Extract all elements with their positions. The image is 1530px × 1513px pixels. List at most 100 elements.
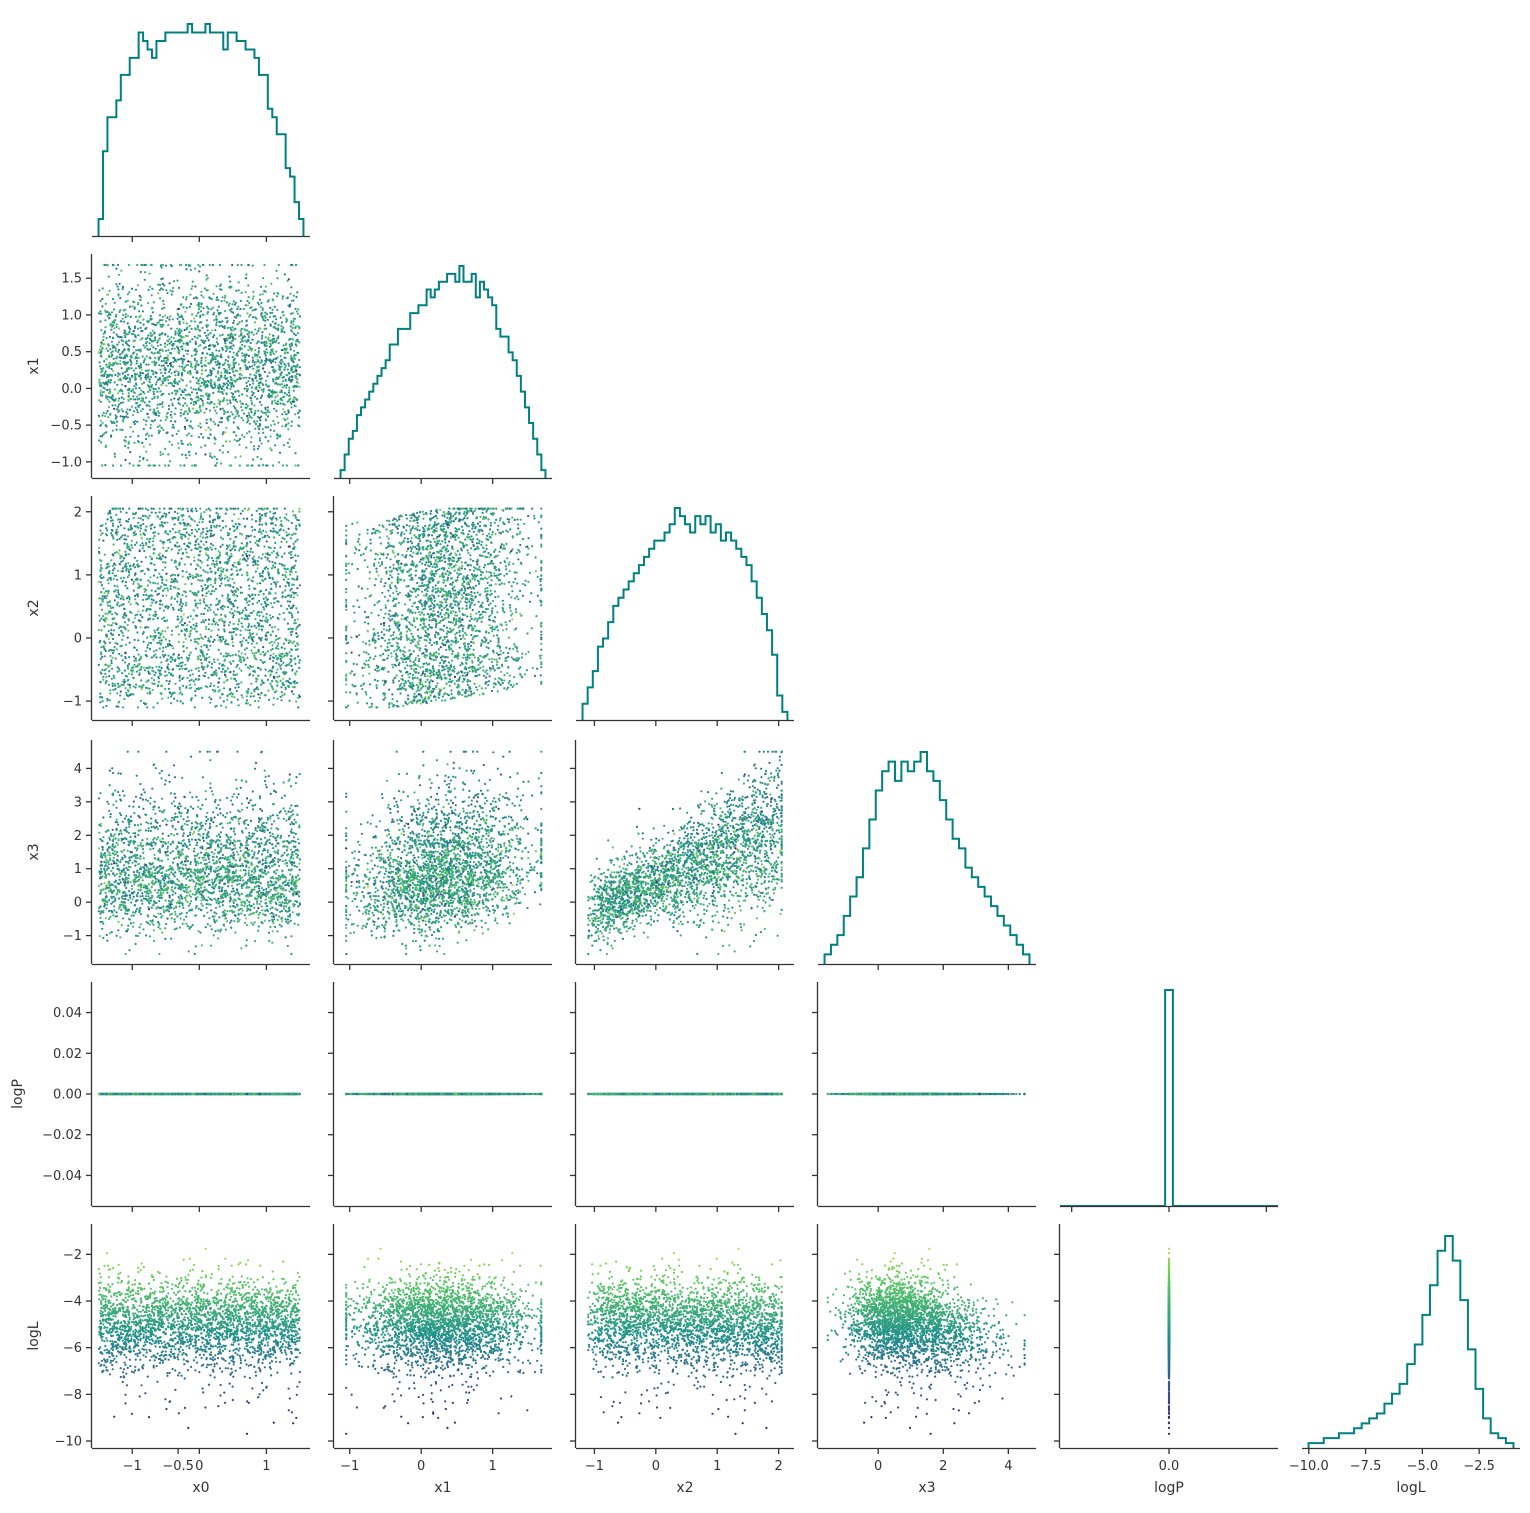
scatter-point [282, 380, 284, 382]
scatter-point [257, 354, 259, 356]
scatter-point [283, 643, 285, 645]
scatter-point [260, 306, 262, 308]
scatter-point [188, 265, 190, 267]
scatter-point [273, 338, 275, 340]
scatter-point [297, 332, 299, 334]
scatter-point [232, 413, 234, 415]
scatter-point [103, 374, 105, 376]
scatter-point [136, 360, 138, 362]
scatter-point [133, 398, 135, 400]
scatter-point [192, 427, 194, 429]
scatter-point [128, 264, 130, 266]
scatter-point [294, 452, 296, 454]
scatter-point [293, 350, 295, 352]
scatter-point [158, 359, 160, 361]
scatter-point [197, 389, 199, 391]
scatter-point [192, 408, 194, 410]
scatter-point [252, 633, 254, 635]
scatter-point [142, 264, 144, 266]
scatter-point [288, 411, 290, 413]
scatter-point [229, 327, 231, 329]
scatter-point [239, 308, 241, 310]
scatter-point [191, 399, 193, 401]
scatter-point [250, 342, 252, 344]
scatter-point [161, 319, 163, 321]
scatter-point [121, 408, 123, 410]
scatter-point [221, 320, 223, 322]
scatter-point [182, 318, 184, 320]
scatter-point [135, 407, 137, 409]
scatter-point [131, 305, 133, 307]
scatter-point [272, 321, 274, 323]
scatter-point [195, 296, 197, 298]
scatter-point [274, 423, 276, 425]
scatter-point [220, 312, 222, 314]
scatter-point [150, 424, 152, 426]
scatter-point [144, 346, 146, 348]
scatter-point [232, 371, 234, 373]
scatter-x1-vs-x0 [98, 264, 301, 467]
scatter-point [214, 438, 216, 440]
scatter-point [159, 314, 161, 316]
scatter-point [109, 605, 111, 607]
scatter-point [272, 326, 274, 328]
scatter-point [206, 313, 208, 315]
scatter-point [246, 395, 248, 397]
scatter-point [213, 406, 215, 408]
scatter-point [259, 437, 261, 439]
y-tick-label: 1.0 [61, 308, 82, 323]
scatter-point [169, 342, 171, 344]
scatter-point [128, 350, 130, 352]
scatter-point [250, 400, 252, 402]
scatter-point [223, 338, 225, 340]
scatter-point [237, 306, 239, 308]
scatter-point [125, 316, 127, 318]
scatter-point [130, 316, 132, 318]
scatter-point [179, 388, 181, 390]
scatter-point [266, 464, 268, 466]
scatter-point [162, 300, 164, 302]
scatter-point [156, 577, 158, 579]
scatter-point [215, 604, 217, 606]
scatter-point [163, 365, 165, 367]
scatter-point [179, 668, 181, 670]
scatter-point [160, 420, 162, 422]
scatter-point [254, 309, 256, 311]
scatter-point [275, 358, 277, 360]
scatter-point [237, 355, 239, 357]
scatter-point [150, 376, 152, 378]
scatter-point [253, 445, 255, 447]
scatter-point [184, 428, 186, 430]
scatter-point [222, 445, 224, 447]
scatter-point [122, 340, 124, 342]
scatter-point [151, 288, 153, 290]
scatter-point [207, 289, 209, 291]
scatter-point [265, 436, 267, 438]
scatter-point [151, 294, 153, 296]
scatter-point [158, 464, 160, 466]
scatter-point [120, 464, 122, 466]
scatter-point [146, 320, 148, 322]
scatter-point [135, 289, 137, 291]
scatter-point [210, 429, 212, 431]
scatter-point [134, 595, 136, 597]
scatter-point [284, 392, 286, 394]
scatter-point [105, 358, 107, 360]
scatter-point [148, 289, 150, 291]
scatter-point [162, 382, 164, 384]
scatter-point [259, 387, 261, 389]
scatter-point [291, 690, 293, 692]
scatter-point [159, 352, 161, 354]
scatter-point [235, 380, 237, 382]
scatter-point [112, 394, 114, 396]
scatter-point [279, 434, 281, 436]
scatter-point [124, 371, 126, 373]
scatter-point [166, 416, 168, 418]
scatter-point [181, 454, 183, 456]
scatter-point [252, 564, 254, 566]
scatter-point [168, 319, 170, 321]
scatter-point [149, 648, 151, 650]
scatter-point [232, 398, 234, 400]
scatter-point [108, 363, 110, 365]
scatter-point [147, 373, 149, 375]
